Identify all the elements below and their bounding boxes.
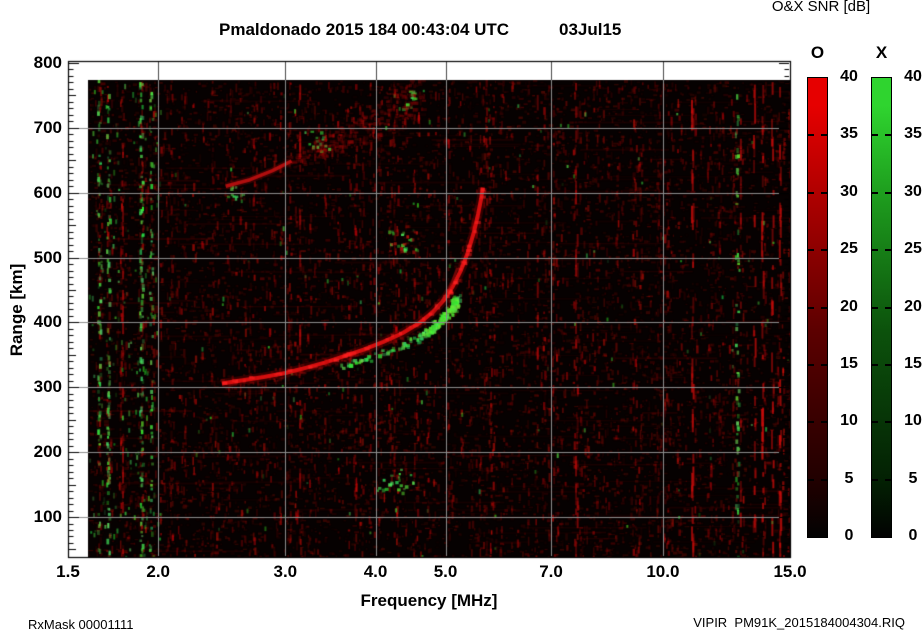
colorbar-tick-label: 40 [840, 68, 858, 85]
colorbar-tick-label: 30 [904, 182, 922, 200]
y-tick-label: 200 [33, 442, 62, 462]
colorbar-tick [808, 134, 827, 137]
colorbar-tick-label: 0 [908, 527, 918, 544]
x-tick-label: 1.5 [56, 562, 80, 581]
o-colorbar-header: O [810, 43, 825, 62]
colorbar-tick [872, 421, 891, 424]
colorbar-tick [808, 421, 827, 424]
colorbar-tick [872, 306, 891, 309]
x-tick-label: 15.0 [773, 562, 807, 581]
y-tick-label: 500 [33, 247, 62, 267]
colorbar-tick-label: 15 [904, 354, 922, 372]
y-tick-label: 100 [33, 507, 62, 527]
y-tick-label: 600 [33, 182, 62, 202]
colorbar-tick-label: 5 [844, 469, 854, 487]
colorbar-tick [808, 306, 827, 309]
colorbar-tick [808, 478, 827, 481]
colorbar-tick-label: 25 [840, 240, 858, 258]
x-colorbar-header: X [875, 43, 888, 62]
filename-label: VIPIR PM91K_2015184004304.RIQ [693, 615, 905, 630]
colorbar-tick [872, 478, 891, 481]
colorbar-tick-label: 10 [840, 412, 858, 430]
colorbar-tick [808, 191, 827, 194]
y-tick-label: 800 [33, 53, 62, 72]
colorbar-tick-label: 40 [904, 68, 922, 85]
colorbar-tick [872, 249, 891, 252]
y-tick-label: 700 [33, 117, 62, 137]
x-colorbar [871, 77, 892, 538]
colorbar-tick [872, 363, 891, 366]
x-axis-title: Frequency [MHz] [360, 591, 498, 610]
x-tick-label: 7.0 [539, 562, 563, 581]
rxmask-label: RxMask 00001111 [28, 617, 134, 632]
colorbar-tick-label: 20 [904, 297, 922, 315]
colorbar-title: O&X SNR [dB] [771, 0, 871, 15]
colorbar-tick-label: 35 [840, 125, 858, 143]
colorbar-tick-label: 30 [840, 182, 858, 200]
plot-date: 03Jul15 [559, 20, 622, 39]
x-tick-label: 5.0 [433, 562, 458, 581]
colorbar-tick [808, 363, 827, 366]
colorbar-tick [872, 191, 891, 194]
plot-title: Pmaldonado 2015 184 00:43:04 UTC [219, 20, 510, 39]
x-tick-label: 10.0 [646, 562, 680, 581]
colorbar-tick-label: 35 [904, 125, 922, 143]
colorbar-tick-label: 5 [908, 469, 918, 487]
colorbar-tick-label: 25 [904, 240, 922, 258]
colorbar-tick-label: 15 [840, 354, 858, 372]
colorbar-tick [872, 134, 891, 137]
colorbar-tick [808, 249, 827, 252]
y-tick-label: 300 [33, 377, 62, 397]
colorbar-tick-label: 0 [844, 527, 854, 544]
colorbar-tick-label: 10 [904, 412, 922, 430]
colorbar-tick-label: 20 [840, 297, 858, 315]
x-tick-label: 3.0 [273, 562, 298, 581]
y-tick-label: 400 [33, 312, 62, 332]
y-axis-title: Range [km] [7, 263, 26, 357]
x-tick-label: 4.0 [363, 562, 388, 581]
o-colorbar [807, 77, 828, 538]
x-tick-label: 2.0 [146, 562, 171, 581]
